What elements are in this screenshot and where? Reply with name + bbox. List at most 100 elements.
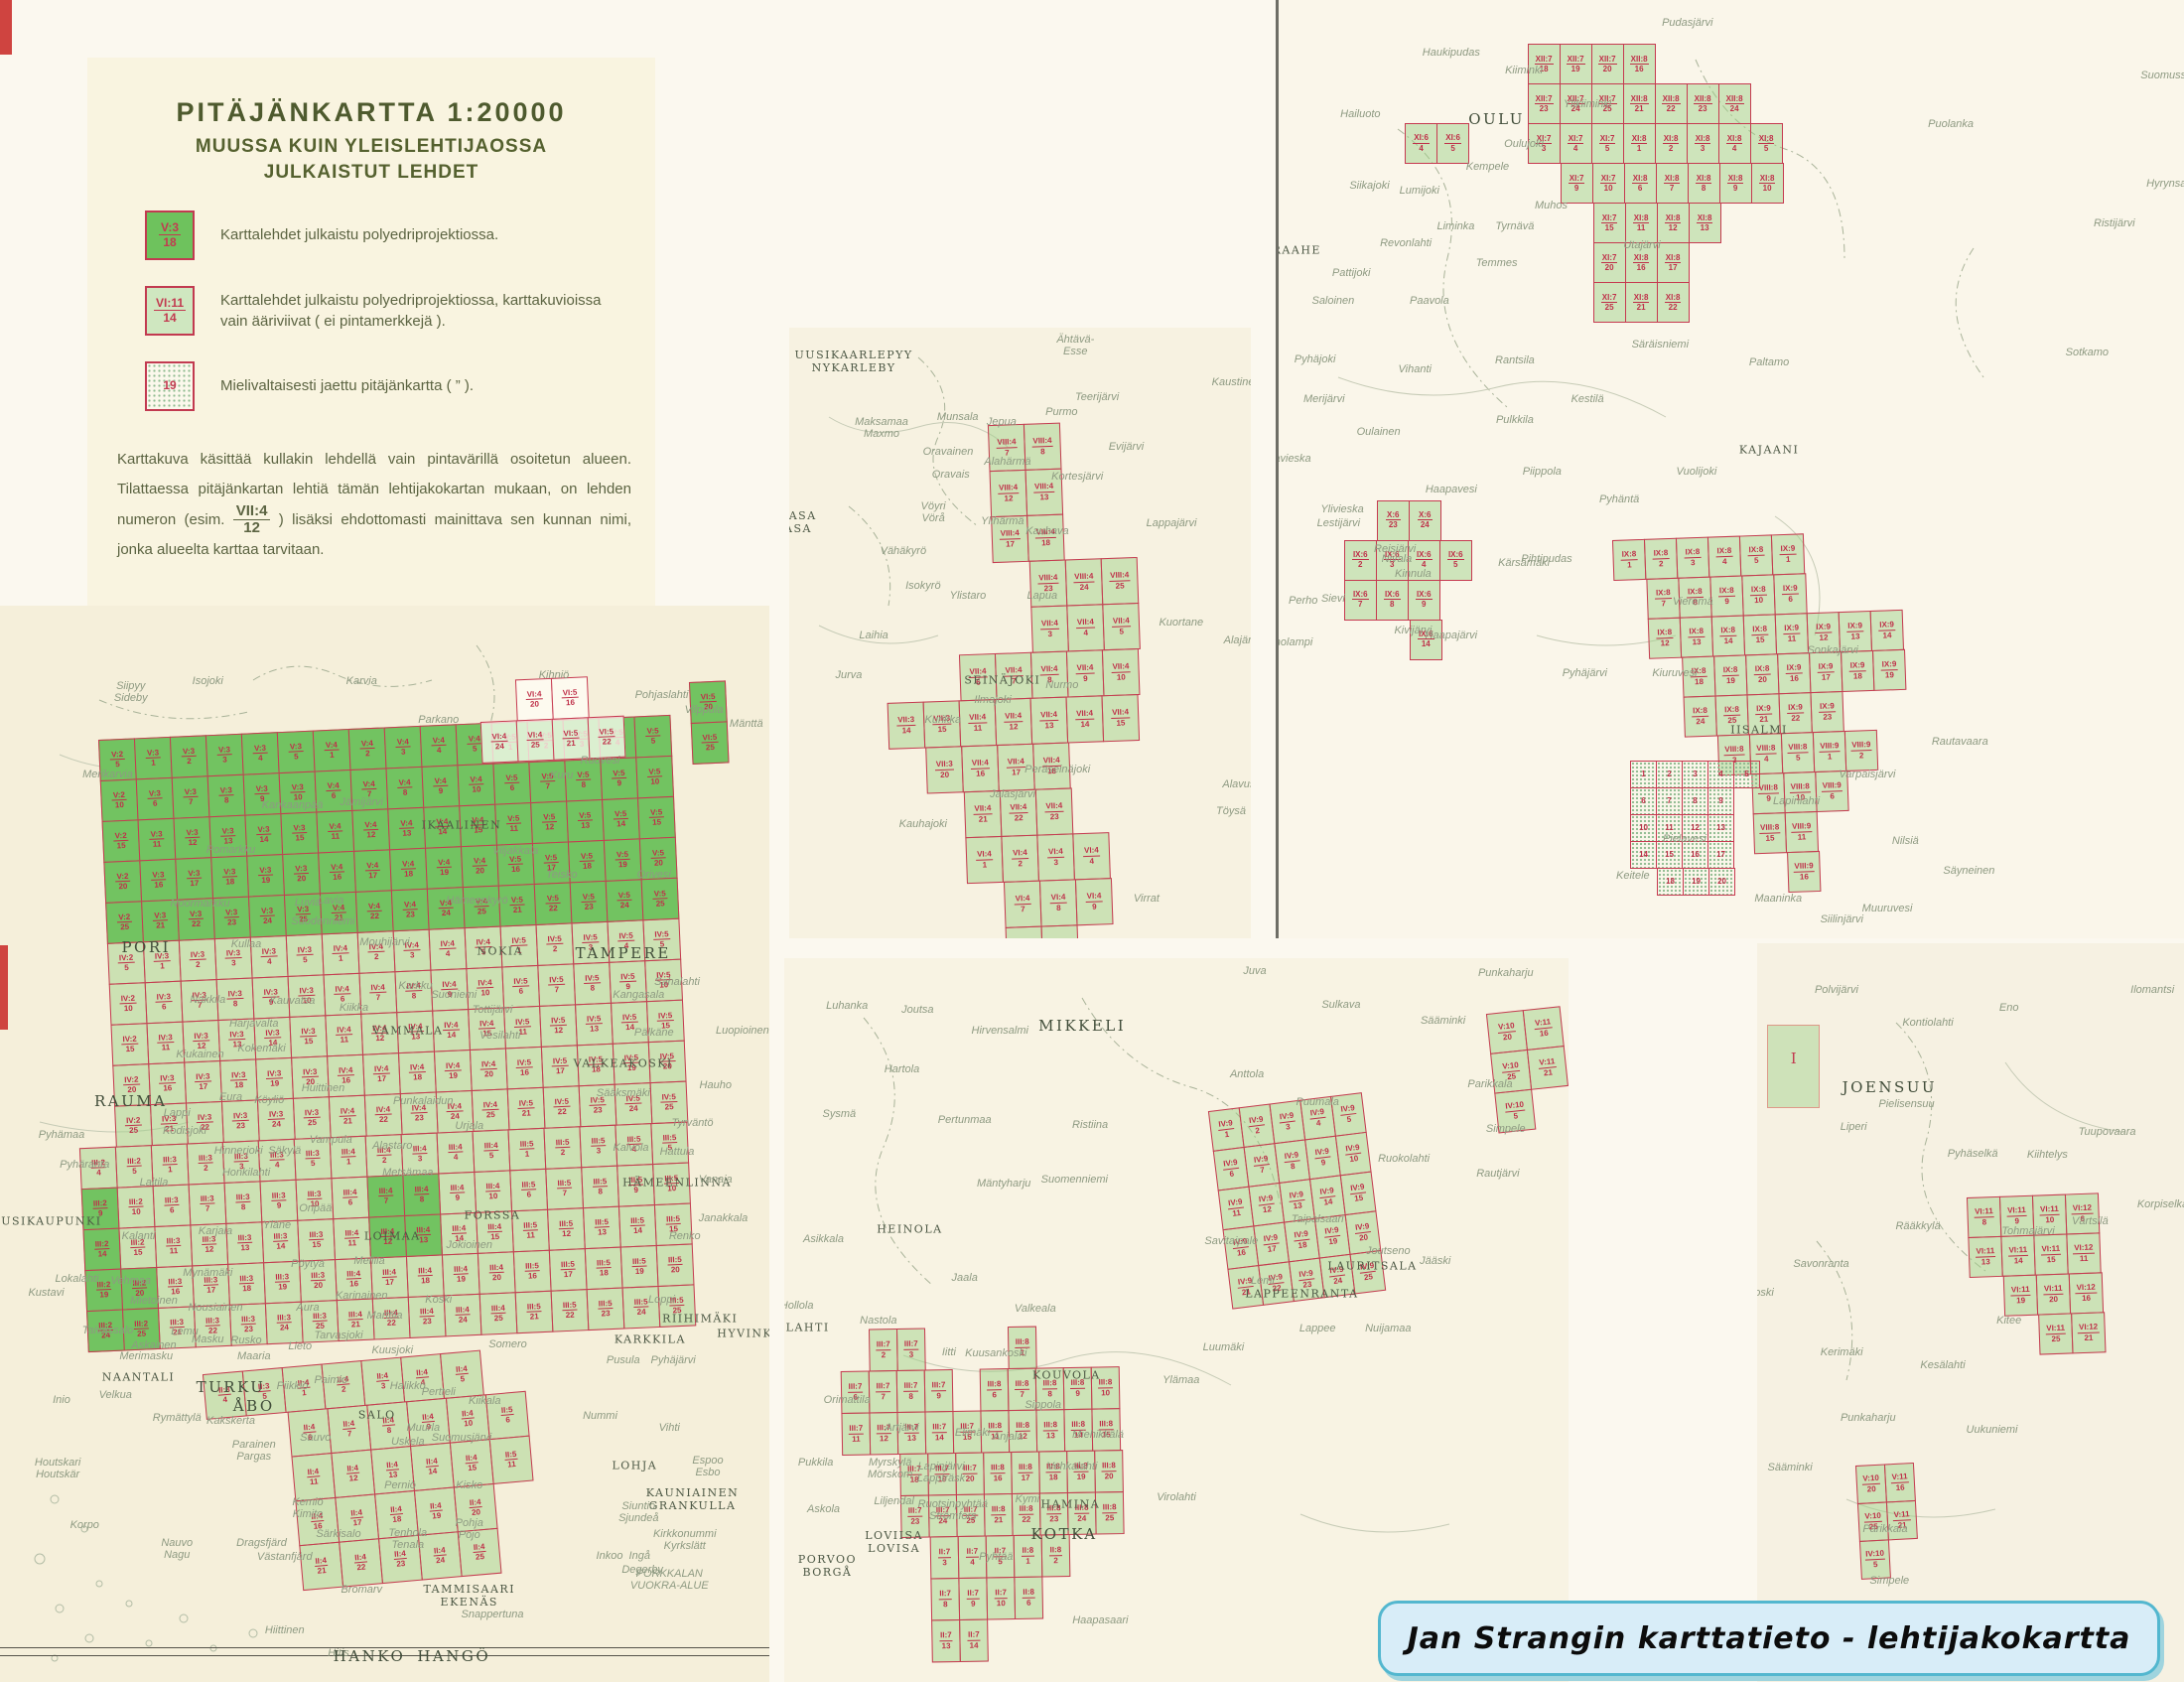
map-sheet-cell-IV-5-23: IV:5 23 — [578, 1083, 617, 1127]
map-sheet-cell-III-4-19: III:4 19 — [441, 1252, 480, 1296]
map-sheet-cell-IV-3-5: IV:3 5 — [285, 932, 325, 977]
map-sheet-cell-VI-4-24: VI:4 24 — [479, 720, 519, 764]
map-sheet-cell-III-3-18: III:3 18 — [227, 1261, 266, 1306]
map-sheet-cell-IX-6-2: IX:6 2 — [1343, 539, 1377, 581]
map-sheet-cell-IV-5-24: IV:5 24 — [614, 1081, 653, 1126]
map-sheet-cell-IX-9-6: IX:9 6 — [1772, 573, 1808, 616]
map-sheet-cell-VII-4-18: VII:4 18 — [1032, 742, 1071, 790]
map-sheet-cell-III-7-11: III:7 11 — [841, 1412, 872, 1456]
map-sheet-cell-IX-8-20: IX:8 20 — [1744, 653, 1780, 696]
map-sheet-cell-IV-5-21: IV:5 21 — [506, 1086, 546, 1130]
map-sheet-cell-III-4-22: III:4 22 — [371, 1296, 411, 1340]
map-sheet-cell-III-4-1: III:4 1 — [329, 1135, 368, 1179]
map-sheet-cell-III-7-6: III:7 6 — [840, 1370, 871, 1414]
map-sheet-cell-III-5-8: III:5 8 — [581, 1165, 619, 1208]
map-sheet-cell-III-3-10: III:3 10 — [295, 1177, 335, 1221]
map-sheet-cell-III-4-18: III:4 18 — [405, 1253, 445, 1298]
sheet-grid: III:7 2 III:7 3 III:8 1 III:7 6 III:7 7 III:7 8 III:… — [840, 1326, 1127, 1664]
map-sheet-cell-IV-9-25: IV:9 25 — [1349, 1250, 1387, 1295]
map-sheet-cell-2: 2 — [1656, 761, 1684, 789]
map-sheet-cell-X-6-24: X:6 24 — [1408, 499, 1441, 541]
map-sheet-cell-V-4-14: V:4 14 — [423, 804, 462, 849]
map-sheet-cell-V-11-16: V:11 16 — [1522, 1006, 1565, 1051]
map-sheet-cell-III-5-7: III:5 7 — [545, 1166, 584, 1210]
map-sheet-cell-IV-2-10: IV:2 10 — [108, 981, 148, 1026]
map-sheet-cell-III-2-10: III:2 10 — [116, 1185, 156, 1229]
credit-text: Jan Strangin karttatieto - lehtijakokart… — [1407, 1620, 2131, 1656]
map-sheet-cell-V-5-18: V:5 18 — [567, 839, 607, 883]
map-sheet-cell-II-4-20: II:4 20 — [454, 1482, 498, 1533]
grid-gap — [952, 1368, 982, 1411]
map-sheet-cell-IV-3-8: IV:3 8 — [215, 976, 255, 1021]
map-sheet-cell-V-3-23: V:3 23 — [211, 896, 251, 939]
map-sheet-cell-VI-4-3: VI:4 3 — [1036, 833, 1076, 882]
map-sheet-cell-VIII-9-6: VIII:9 6 — [1814, 771, 1849, 813]
map-sheet-cell-V-3-17: V:3 17 — [175, 856, 214, 901]
map-sheet-cell-IV-10-5: IV:10 5 — [1494, 1088, 1537, 1134]
sheet-grid: VI:5 20 VI:5 25 — [689, 680, 730, 766]
map-sheet-cell-XI-8-13: XI:8 13 — [1688, 203, 1721, 244]
map-sheet-cell-VI-11-10: VI:11 10 — [2031, 1193, 2068, 1236]
map-sheet-cell-V-5-17: V:5 17 — [531, 840, 571, 885]
map-sheet-cell-IV-3-2: IV:3 2 — [178, 937, 217, 982]
map-sheet-cell-III-5-6: III:5 6 — [509, 1168, 549, 1211]
map-sheet-cell-IV-4-15: IV:4 15 — [468, 1006, 506, 1051]
map-sheet-cell-V-4-20: V:4 20 — [460, 844, 499, 888]
map-sheet-cell-III-5-21: III:5 21 — [514, 1290, 554, 1333]
map-sheet-cell-IX-9-23: IX:9 23 — [1810, 691, 1844, 734]
map-sheet-cell-VII-4-13: VII:4 13 — [1029, 696, 1069, 745]
map-sheet-cell-XI-7-20: XI:7 20 — [1592, 242, 1626, 284]
map-sheet-cell-VIII-8-10: VIII:8 10 — [1782, 771, 1818, 814]
map-sheet-cell-IX-9-22: IX:9 22 — [1778, 692, 1813, 735]
map-sheet-cell-6: 6 — [1630, 787, 1658, 816]
map-sheet-cell-VII-4-8: VII:4 8 — [1030, 650, 1069, 699]
map-sheet-cell-III-3-24: III:3 24 — [264, 1301, 304, 1344]
map-sheet-cell-III-5-16: III:5 16 — [512, 1249, 552, 1293]
map-sheet-cell-IV-3-21: IV:3 21 — [149, 1102, 189, 1146]
map-sheet-cell-XII-8-24: XII:8 24 — [1717, 83, 1751, 125]
map-sheet-cell-III-3-15: III:3 15 — [297, 1217, 337, 1262]
map-sheet-cell-VII-4-14: VII:4 14 — [1065, 694, 1105, 744]
map-sheet-cell-VI-4-12: VI:412 — [1005, 925, 1044, 938]
map-sheet-cell-V-10-20: V:10 20 — [1855, 1464, 1888, 1504]
map-sheet-cell-VIII-4-7: VIII:4 7 — [988, 423, 1026, 472]
map-sheet-cell-IX-9-17: IX:9 17 — [1808, 651, 1843, 694]
map-sheet-cell-III-3-22: III:3 22 — [193, 1304, 232, 1347]
map-sheet-cell-V-4-12: V:4 12 — [351, 807, 391, 852]
map-sheet-cell-IV-3-11: IV:3 11 — [146, 1021, 186, 1064]
map-sheet-cell-IX-8-13: IX:8 13 — [1679, 616, 1713, 658]
map-sheet-cell-VI-5-20: VI:5 20 — [689, 680, 728, 725]
map-sheet-cell-XI-7-3: XI:7 3 — [1527, 123, 1561, 165]
map-sheet-cell-III-4-3: III:4 3 — [400, 1132, 440, 1176]
map-sheet-cell-III-7-19: III:7 19 — [927, 1452, 957, 1496]
map-sheet-cell-3: 3 — [1682, 761, 1709, 789]
map-sheet-cell-III-4-16: III:4 16 — [334, 1257, 373, 1301]
map-sheet-cell-IX-8-9: IX:8 9 — [1709, 575, 1744, 618]
map-sheet-cell-IX-8-8: IX:8 8 — [1678, 576, 1712, 619]
map-sheet-cell-IV-5-14: IV:5 14 — [610, 1000, 649, 1045]
map-sheet-cell-II-4-7: II:4 7 — [327, 1404, 372, 1455]
map-sheet-cell-IX-8-14: IX:8 14 — [1710, 615, 1745, 657]
map-sheet-cell-V-3-12: V:3 12 — [173, 815, 212, 860]
map-sheet-cell-VI-4-13: VI:413 — [1040, 924, 1080, 938]
map-sheet-cell-V-4-9: V:4 9 — [421, 764, 461, 808]
map-sheet-cell-V-4-7: V:4 7 — [349, 767, 389, 811]
map-sheet-cell-III-8-6: III:8 6 — [979, 1367, 1010, 1412]
paragraph-line: mukaan, on lehden numeron (esim. — [117, 480, 631, 528]
map-sheet-cell-14: 14 — [1630, 841, 1658, 870]
map-sheet-cell-IV-4-19: IV:4 19 — [433, 1049, 473, 1093]
map-sheet-cell-XI-8-8: XI:8 8 — [1687, 163, 1720, 205]
boundary-lines — [1816, 1022, 2125, 1518]
map-sheet-cell-II-4-8: II:4 8 — [366, 1401, 412, 1451]
map-sheet-cell-13: 13 — [1707, 814, 1735, 843]
patch-label: I — [1790, 1049, 1797, 1067]
map-sheet-cell-V-2-20: V:2 20 — [103, 859, 143, 904]
sheet-grid: X:6 23 X:6 24 IX:6 2 IX:6 3 IX:6 4 IX:6 5 IX:6 7 IX:6 8… — [1343, 499, 1472, 660]
map-sheet-cell-II-4-11: II:4 11 — [291, 1453, 337, 1502]
map-sheet-cell-IV-3-4: IV:3 4 — [249, 934, 289, 979]
map-sheet-cell-III-4-9: III:4 9 — [438, 1171, 478, 1214]
map-sheet-cell-IV-9-15: IV:9 15 — [1339, 1171, 1377, 1216]
map-sheet-cell-V-3-3: V:3 3 — [205, 733, 244, 776]
map-sheet-cell-IV-4-20: IV:4 20 — [469, 1047, 508, 1091]
map-sheet-cell-III-5-17: III:5 17 — [548, 1247, 588, 1292]
